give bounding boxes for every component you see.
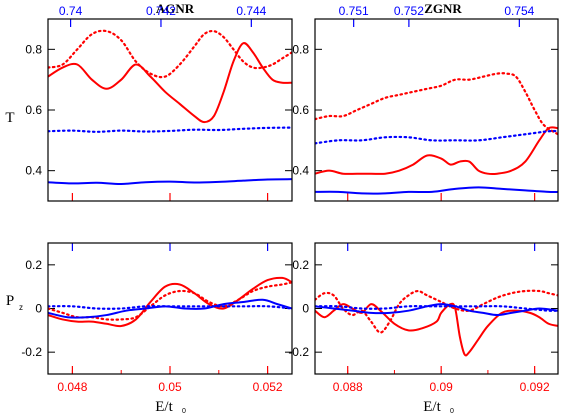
series-group (48, 276, 292, 328)
ytick-label: -0.2 (21, 345, 42, 359)
series-line-dotted-red (315, 289, 558, 334)
series-group (315, 72, 558, 195)
series-line-solid-red (48, 42, 292, 124)
panels: 0.4 0.6 0.8 0.74 0.742 0.744 0.4 0.6 0.8 0.751 0.7… (21, 4, 559, 394)
series-line-solid-red (48, 276, 292, 328)
plot-frame (314, 18, 559, 202)
ytick-label: 0.6 (25, 103, 42, 117)
panel-agnr-T: 0.4 0.6 0.8 0.74 0.742 0.744 (25, 4, 293, 202)
xtick-label: 0.05 (158, 380, 182, 394)
series-line-solid-blue (48, 298, 292, 319)
top-tick-label: 0.751 (339, 4, 369, 18)
ylabel-bottom-main: P (6, 293, 14, 309)
ylabel-top: T (5, 110, 14, 126)
series-line-dotted-blue (315, 305, 558, 312)
series-line-dotted-blue (48, 126, 292, 133)
top-tick-label: 0.752 (394, 4, 424, 18)
top-tick-label: 0.742 (146, 4, 176, 18)
plot-frame (47, 18, 293, 202)
ylabel-bottom: P z (6, 293, 23, 312)
xlabel-left-sub: 0 (182, 408, 186, 415)
xlabel-right: E/t 0 (423, 399, 454, 415)
ytick-label: 0.2 (25, 258, 42, 272)
ytick-label: 0.6 (292, 103, 309, 117)
title-agnr: AGNR (156, 1, 195, 16)
series-line-solid-red (315, 302, 558, 357)
xtick-label: 0.048 (57, 380, 87, 394)
series-line-solid-blue (315, 186, 558, 195)
xtick-label: 0.088 (333, 380, 363, 394)
xlabel-left: E/t 0 (155, 399, 186, 415)
xlabel-left-main: E/t (155, 399, 173, 415)
panel-zgnr-T: 0.4 0.6 0.8 0.751 0.752 0.754 (292, 4, 559, 202)
xtick-label: 0.09 (429, 380, 453, 394)
ytick-label: -0.2 (288, 345, 309, 359)
series-line-solid-red (315, 126, 558, 176)
xtick-label: 0.092 (520, 380, 550, 394)
panel-agnr-Pz: -0.2 0 0.2 0.048 0.05 0.052 (21, 242, 293, 394)
panel-zgnr-Pz: -0.2 0 0.2 0.088 0.09 0.092 (288, 242, 559, 394)
ylabel-bottom-sub: z (19, 303, 23, 312)
series-line-dotted-red (48, 29, 292, 79)
ytick-label: 0.2 (292, 258, 309, 272)
plot-frame (47, 242, 293, 375)
ytick-label: 0 (35, 302, 42, 316)
title-zgnr: ZGNR (424, 1, 462, 16)
top-tick-label: 0.74 (59, 4, 83, 18)
ytick-label: 0.8 (25, 42, 42, 56)
series-line-dotted-red (315, 72, 558, 136)
ytick-label: 0.4 (292, 164, 309, 178)
top-tick-label: 0.754 (504, 4, 534, 18)
xlabel-right-main: E/t (423, 399, 441, 415)
series-line-solid-blue (315, 303, 558, 317)
plot-frame (314, 242, 559, 375)
top-tick-label: 0.744 (236, 4, 266, 18)
series-line-solid-blue (48, 178, 292, 186)
ytick-label: 0.4 (25, 164, 42, 178)
xlabel-right-sub: 0 (450, 408, 454, 415)
series-group (315, 289, 558, 357)
series-line-dotted-blue (315, 129, 558, 145)
xtick-label: 0.052 (253, 380, 283, 394)
ytick-label: 0 (302, 302, 309, 316)
ytick-label: 0.8 (292, 42, 309, 56)
series-group (48, 29, 292, 186)
